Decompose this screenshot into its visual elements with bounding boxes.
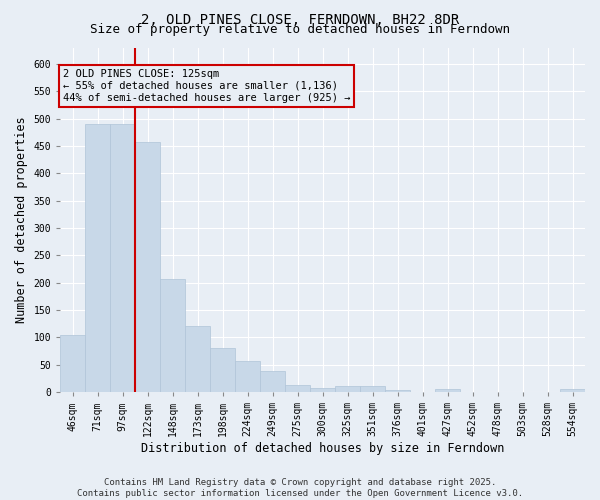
- Bar: [210, 348, 235, 392]
- Text: 2, OLD PINES CLOSE, FERNDOWN, BH22 8DR: 2, OLD PINES CLOSE, FERNDOWN, BH22 8DR: [141, 12, 459, 26]
- Bar: [135, 142, 160, 392]
- Bar: [560, 389, 585, 392]
- Bar: [235, 361, 260, 392]
- Bar: [385, 390, 410, 392]
- Bar: [185, 326, 210, 392]
- Bar: [310, 388, 335, 392]
- X-axis label: Distribution of detached houses by size in Ferndown: Distribution of detached houses by size …: [141, 442, 504, 455]
- Bar: [160, 279, 185, 392]
- Bar: [60, 334, 85, 392]
- Bar: [85, 124, 110, 392]
- Text: Contains HM Land Registry data © Crown copyright and database right 2025.
Contai: Contains HM Land Registry data © Crown c…: [77, 478, 523, 498]
- Bar: [285, 384, 310, 392]
- Bar: [260, 371, 285, 392]
- Text: 2 OLD PINES CLOSE: 125sqm
← 55% of detached houses are smaller (1,136)
44% of se: 2 OLD PINES CLOSE: 125sqm ← 55% of detac…: [63, 70, 350, 102]
- Bar: [335, 386, 360, 392]
- Text: Size of property relative to detached houses in Ferndown: Size of property relative to detached ho…: [90, 22, 510, 36]
- Bar: [360, 386, 385, 392]
- Bar: [110, 124, 135, 392]
- Bar: [435, 390, 460, 392]
- Y-axis label: Number of detached properties: Number of detached properties: [15, 116, 28, 323]
